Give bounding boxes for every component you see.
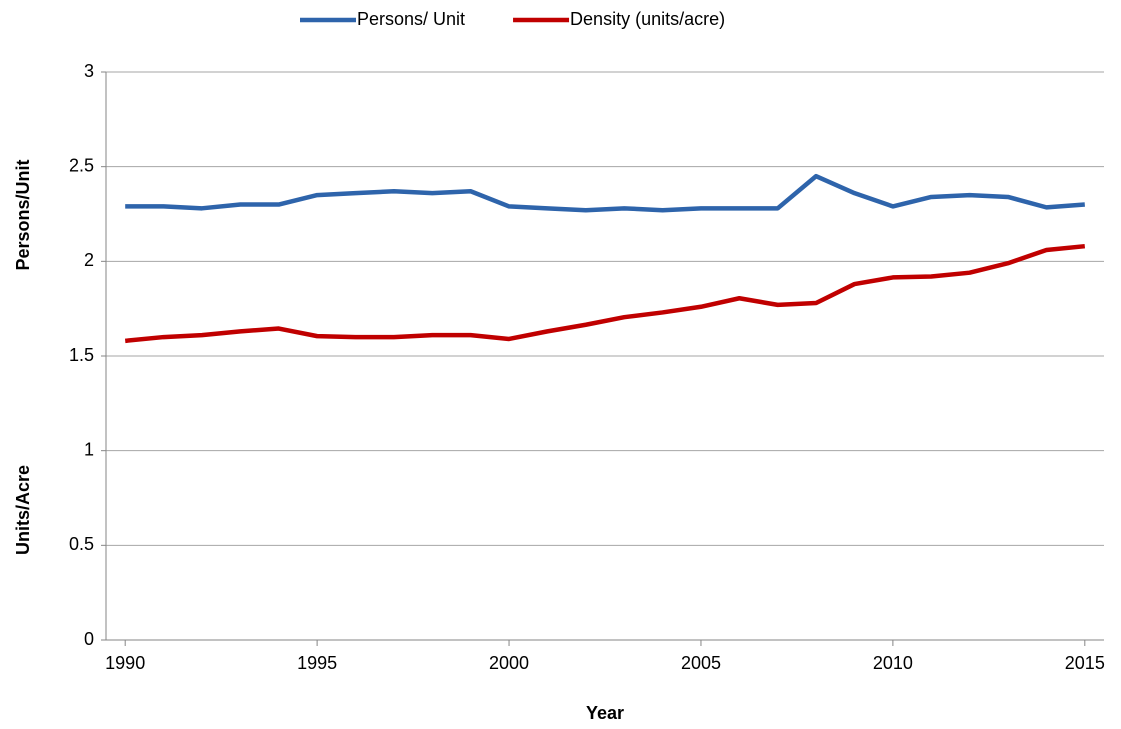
y-tick-label: 0	[84, 629, 94, 649]
y-axis-title: Persons/Unit	[13, 159, 33, 270]
y-tick-label: 2.5	[69, 155, 94, 175]
y-tick-label: 1	[84, 439, 94, 459]
line-series	[125, 173, 1085, 213]
y-tick-label: 3	[84, 61, 94, 81]
y-axis-title: Units/Acre	[13, 465, 33, 555]
line-series	[124, 243, 1086, 344]
legend-label: Density (units/acre)	[570, 9, 725, 29]
legend-label: Persons/ Unit	[357, 9, 465, 29]
x-tick-label: 1990	[105, 653, 145, 673]
x-axis-title: Year	[586, 703, 624, 723]
y-tick-label: 1.5	[69, 345, 94, 365]
y-tick-label: 2	[84, 250, 94, 270]
y-tick-label: 0.5	[69, 534, 94, 554]
x-tick-label: 2010	[873, 653, 913, 673]
x-tick-label: 2000	[489, 653, 529, 673]
x-tick-label: 2015	[1065, 653, 1105, 673]
x-tick-label: 1995	[297, 653, 337, 673]
x-tick-label: 2005	[681, 653, 721, 673]
